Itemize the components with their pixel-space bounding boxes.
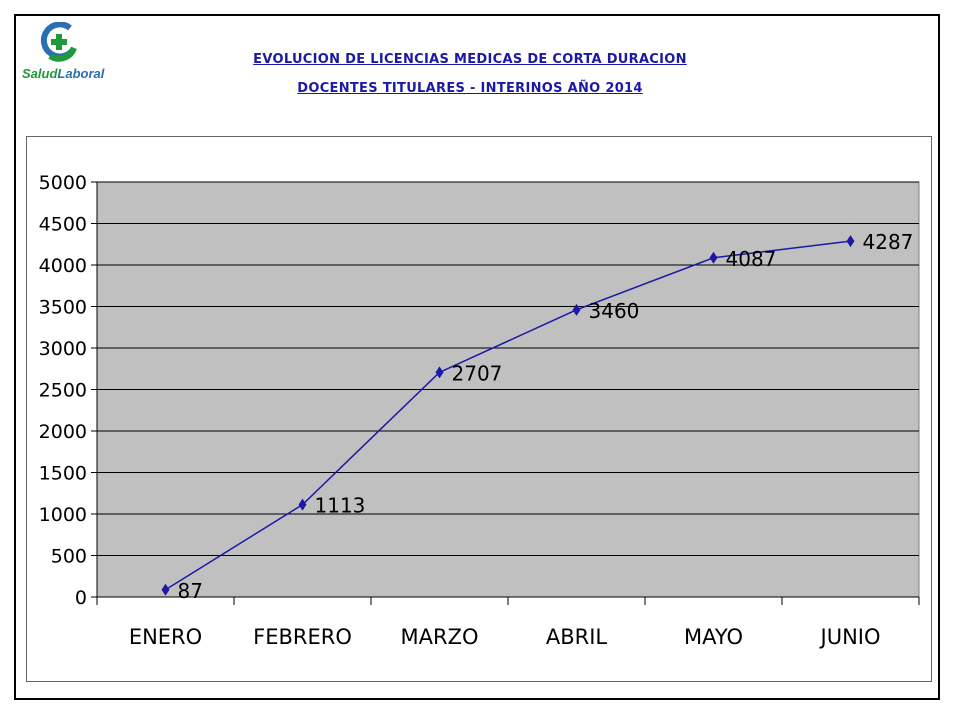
title-line-2: DOCENTES TITULARES - INTERINOS AÑO 2014 (297, 81, 643, 96)
x-category-label: ABRIL (546, 625, 608, 649)
y-tick-label: 1500 (39, 463, 87, 485)
y-tick-label: 3500 (39, 297, 87, 319)
chart-container: 0 500 1000 1500 2000 2500 3000 3500 4000 4500 5000… (26, 136, 932, 682)
data-point-marker (846, 235, 855, 248)
data-point-marker (161, 583, 170, 596)
x-category-label: JUNIO (819, 625, 881, 649)
y-tick-label: 0 (75, 587, 87, 609)
logo-emblem-icon (40, 22, 77, 62)
y-tick-label: 4500 (39, 214, 87, 236)
x-category-label: MAYO (684, 625, 743, 649)
y-tick-label: 3000 (39, 338, 87, 360)
title-line-1: EVOLUCION DE LICENCIAS MEDICAS DE CORTA … (253, 52, 687, 67)
y-tick-label: 2000 (39, 421, 87, 443)
data-point-marker (709, 251, 718, 264)
y-tick-label: 1000 (39, 504, 87, 526)
series-line (165, 240, 851, 591)
data-label: 4287 (863, 230, 914, 254)
x-category-label: ENERO (129, 625, 202, 649)
x-category-label: MARZO (401, 625, 479, 649)
y-tick-label: 5000 (39, 172, 87, 194)
data-point-marker (572, 303, 581, 316)
line-chart: 0 500 1000 1500 2000 2500 3000 3500 4000 4500 5000… (39, 172, 920, 649)
chart-titles: EVOLUCION DE LICENCIAS MEDICAS DE CORTA … (120, 52, 820, 110)
y-tick-label: 500 (51, 546, 87, 568)
salud-laboral-logo: SaludLaboral (22, 22, 112, 92)
data-point-marker (298, 498, 307, 511)
y-tick-label: 4000 (39, 255, 87, 277)
data-label: 3460 (589, 299, 640, 323)
data-label: 87 (178, 579, 203, 603)
data-point-marker (435, 366, 444, 379)
data-label: 4087 (726, 247, 777, 271)
data-label: 1113 (315, 494, 366, 518)
x-category-label: FEBRERO (253, 625, 352, 649)
logo-text: SaludLaboral (22, 66, 105, 81)
data-label: 2707 (452, 361, 503, 385)
y-tick-label: 2500 (39, 380, 87, 402)
